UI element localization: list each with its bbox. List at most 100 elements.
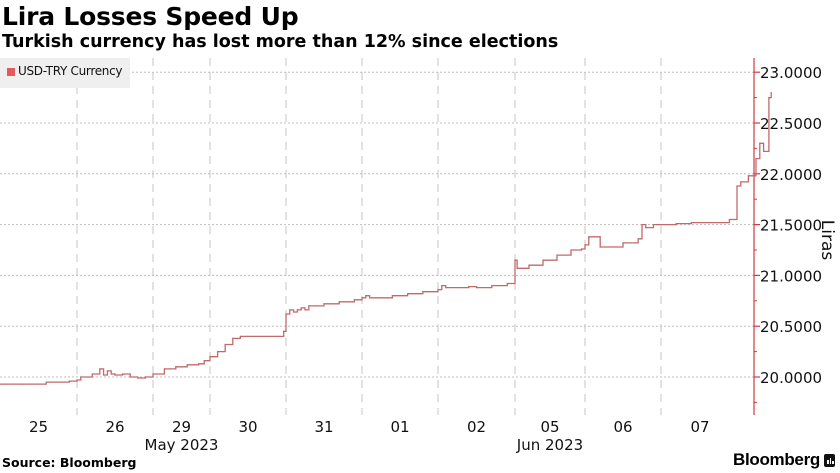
legend-swatch-usd-try xyxy=(7,68,15,76)
data-point xyxy=(365,295,367,297)
y-tick-label: 22.0000 xyxy=(760,166,822,184)
data-point xyxy=(407,293,409,295)
data-point xyxy=(285,313,287,315)
x-tick-label: 02 xyxy=(467,418,486,436)
data-point xyxy=(599,246,601,248)
data-point xyxy=(528,264,530,266)
x-tick-label: 29 xyxy=(172,418,191,436)
data-point xyxy=(645,227,647,229)
data-point xyxy=(391,295,393,297)
data-point xyxy=(690,222,693,224)
data-point xyxy=(516,267,518,269)
data-point xyxy=(445,287,447,289)
x-month-label: May 2023 xyxy=(145,436,219,454)
data-point xyxy=(152,373,154,375)
data-point xyxy=(622,242,624,244)
data-point xyxy=(106,370,108,372)
data-point xyxy=(369,297,371,299)
data-point xyxy=(175,366,177,368)
data-point xyxy=(491,285,493,287)
data-point xyxy=(247,335,249,337)
data-point xyxy=(129,376,131,378)
data-point xyxy=(277,335,279,337)
data-point xyxy=(91,373,93,375)
chart-title: Lira Losses Speed Up xyxy=(2,2,299,31)
x-tick-label: 31 xyxy=(314,418,333,436)
data-point xyxy=(475,287,478,289)
data-point xyxy=(747,175,750,177)
legend-label-usd-try: USD-TRY Currency xyxy=(18,64,123,78)
data-point xyxy=(437,289,439,291)
data-point xyxy=(506,282,508,285)
data-point xyxy=(293,311,295,313)
data-point xyxy=(80,376,82,378)
data-point xyxy=(209,356,211,358)
data-point xyxy=(22,383,24,385)
data-point xyxy=(728,218,731,221)
data-point xyxy=(186,364,188,366)
data-point xyxy=(114,374,116,376)
data-point xyxy=(103,374,105,376)
data-point xyxy=(99,368,101,370)
data-point xyxy=(736,185,738,187)
data-point xyxy=(137,377,139,379)
y-tick-label: 23.0000 xyxy=(760,64,822,82)
data-point xyxy=(289,309,291,311)
data-point xyxy=(198,363,200,365)
data-point xyxy=(580,248,583,250)
x-tick-label: 06 xyxy=(613,418,632,436)
legend: USD-TRY Currency xyxy=(0,58,130,88)
data-point xyxy=(652,224,655,226)
data-point xyxy=(584,244,586,246)
data-point xyxy=(422,291,424,293)
data-point xyxy=(376,297,378,299)
chart-subtitle: Turkish currency has lost more than 12% … xyxy=(2,32,559,52)
data-point xyxy=(323,303,325,305)
data-point xyxy=(588,236,590,238)
data-point xyxy=(308,305,310,307)
data-point xyxy=(740,181,742,183)
data-point xyxy=(441,285,443,287)
y-tick-label: 20.0000 xyxy=(760,369,822,387)
data-point xyxy=(460,287,462,289)
data-point xyxy=(361,297,363,299)
data-point xyxy=(296,309,298,311)
x-tick-label: 07 xyxy=(690,418,709,436)
data-point xyxy=(315,305,317,307)
data-point xyxy=(675,223,677,225)
y-tick-label: 21.0000 xyxy=(760,267,822,285)
data-point xyxy=(239,335,241,337)
x-tick-label: 26 xyxy=(105,418,124,436)
y-tick-label: 21.5000 xyxy=(760,217,822,235)
data-point xyxy=(163,368,165,370)
y-tick-label: 22.5000 xyxy=(760,115,822,133)
data-point xyxy=(570,249,572,251)
data-point xyxy=(68,380,70,382)
y-tick-label: 20.5000 xyxy=(760,318,822,336)
x-tick-label: 25 xyxy=(29,418,48,436)
data-point xyxy=(641,224,643,226)
data-point xyxy=(122,373,124,375)
x-month-label: Jun 2023 xyxy=(516,436,583,454)
series-line-usd-try xyxy=(0,92,772,385)
data-point xyxy=(542,259,544,261)
data-point xyxy=(224,343,226,346)
data-point xyxy=(232,337,234,339)
data-point xyxy=(76,379,78,381)
data-point xyxy=(660,224,662,226)
data-point xyxy=(300,307,302,309)
data-point xyxy=(304,309,306,311)
x-tick-label: 30 xyxy=(238,418,257,436)
source-note: Source: Bloomberg xyxy=(2,455,137,470)
data-point xyxy=(763,150,765,152)
y-axis-title: Liras xyxy=(817,220,837,261)
data-point xyxy=(353,299,355,301)
data-point xyxy=(0,383,1,385)
x-tick-label: 05 xyxy=(540,418,559,436)
data-point xyxy=(755,158,757,160)
x-tick-label: 01 xyxy=(390,418,409,436)
data-point xyxy=(770,91,772,94)
data-point xyxy=(514,259,516,261)
data-point xyxy=(468,286,470,288)
